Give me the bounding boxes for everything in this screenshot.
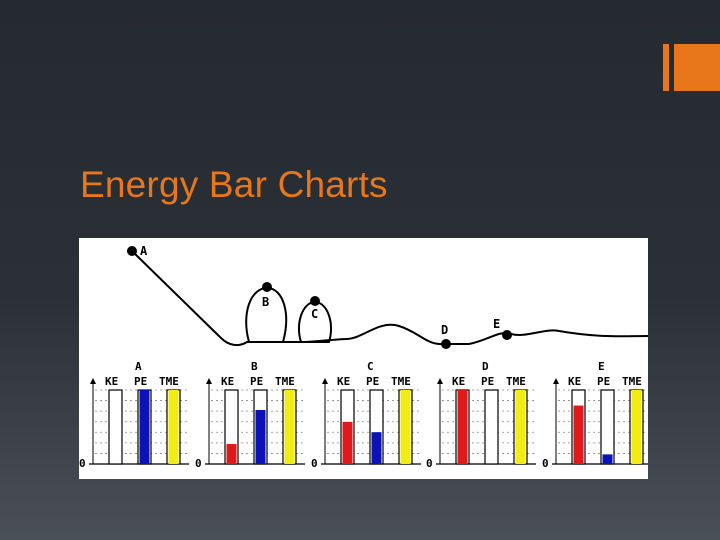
track-label-e: E [493, 317, 500, 331]
bar-fill-tme-c [400, 390, 411, 464]
col-label-pe-e: PE [597, 375, 610, 388]
col-label-tme-e: TME [622, 375, 642, 388]
bar-fill-pe-e [602, 454, 613, 464]
y-axis-arrow-e [553, 378, 559, 384]
track-path [131, 250, 648, 347]
y-axis-arrow-c [322, 378, 328, 384]
bar-fill-tme-a [168, 390, 179, 464]
ball-d [441, 339, 451, 349]
track-label-d: D [441, 323, 448, 337]
bar-fill-tme-e [631, 390, 642, 464]
col-label-pe-c: PE [366, 375, 379, 388]
col-label-tme-b: TME [275, 375, 295, 388]
bar-fill-pe-c [371, 432, 382, 464]
bar-fill-tme-b [284, 390, 295, 464]
ball-e [502, 330, 512, 340]
col-label-tme-c: TME [391, 375, 411, 388]
slide-accent-mark [663, 44, 720, 91]
bar-fill-ke-e [573, 405, 584, 464]
zero-label-d: 0 [426, 457, 433, 470]
col-label-pe-a: PE [134, 375, 147, 388]
col-label-ke-b: KE [221, 375, 234, 388]
col-label-ke-c: KE [337, 375, 350, 388]
track-label-b: B [262, 295, 269, 309]
col-label-ke-a: KE [105, 375, 118, 388]
track-label-c: C [311, 307, 318, 321]
ball-a [127, 246, 137, 256]
track-label-a: A [140, 244, 148, 258]
bar-fill-tme-d [515, 390, 526, 464]
bar-outline-pe-e [600, 389, 615, 465]
y-axis-arrow-d [437, 378, 443, 384]
zero-label-b: 0 [195, 457, 202, 470]
chart-point-label-e: E [598, 360, 605, 373]
chart-point-label-c: C [367, 360, 374, 373]
bar-fill-pe-b [255, 409, 266, 464]
col-label-ke-d: KE [452, 375, 465, 388]
energy-figure: A B C D E 0 A KE PE TME 0 B KE PE TME 0 C KE PE TME 0 D K… [79, 238, 648, 479]
col-label-pe-b: PE [250, 375, 263, 388]
bar-outline-pe-d [484, 389, 499, 465]
col-label-tme-d: TME [506, 375, 526, 388]
accent-bar-thin [663, 44, 669, 91]
zero-label-e: 0 [542, 457, 549, 470]
chart-point-label-d: D [482, 360, 489, 373]
col-label-ke-e: KE [568, 375, 581, 388]
chart-point-label-b: B [251, 360, 258, 373]
ball-c [310, 296, 320, 306]
bar-outline-ke-a [108, 389, 123, 465]
col-label-tme-a: TME [159, 375, 179, 388]
zero-label-c: 0 [311, 457, 318, 470]
energy-figure-svg: A B C D E 0 A KE PE TME 0 B KE PE TME 0 C KE PE TME 0 D K… [79, 244, 648, 470]
chart-point-label-a: A [135, 360, 142, 373]
zero-label-a: 0 [79, 457, 86, 470]
col-label-pe-d: PE [481, 375, 494, 388]
accent-bar-thick [674, 44, 720, 91]
y-axis-arrow-a [90, 378, 96, 384]
ball-b [262, 282, 272, 292]
slide-title: Energy Bar Charts [80, 164, 388, 205]
y-axis-arrow-b [206, 378, 212, 384]
bar-fill-pe-a [139, 390, 150, 464]
bar-fill-ke-b [226, 444, 237, 464]
bar-fill-ke-c [342, 421, 353, 464]
bar-charts-group: 0 A KE PE TME 0 B KE PE TME 0 C KE PE TME 0 D KE PE TME 0 E KE… [79, 360, 648, 470]
bar-fill-ke-d [457, 390, 468, 464]
